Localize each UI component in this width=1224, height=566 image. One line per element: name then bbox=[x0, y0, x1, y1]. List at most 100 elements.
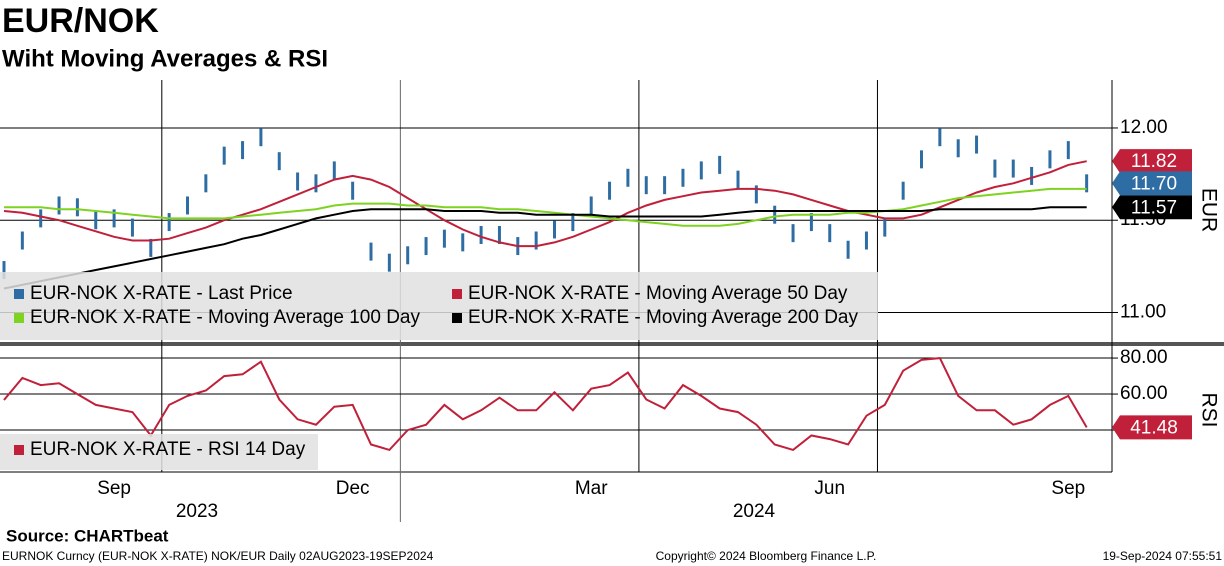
y-tick-label: 11.00 bbox=[1120, 301, 1166, 322]
legend-swatch bbox=[14, 313, 24, 323]
price-bar bbox=[681, 168, 685, 187]
legend-label: EUR-NOK X-RATE - Moving Average 100 Day bbox=[30, 307, 420, 328]
price-bar bbox=[222, 146, 226, 165]
price-bar bbox=[571, 213, 575, 232]
legend-swatch bbox=[14, 445, 24, 455]
last-value-label: 41.48 bbox=[1130, 417, 1178, 438]
price-bar bbox=[406, 246, 410, 265]
last-value-tag bbox=[1112, 171, 1192, 196]
price-bar bbox=[204, 174, 208, 193]
x-tick-label: Jun bbox=[814, 478, 845, 499]
price-bar bbox=[277, 152, 281, 171]
legend-label: EUR-NOK X-RATE - RSI 14 Day bbox=[30, 439, 306, 460]
last-value-tag bbox=[1112, 195, 1192, 220]
last-value-tag bbox=[1112, 149, 1192, 174]
price-bar bbox=[608, 181, 612, 200]
panel-divider bbox=[0, 342, 1224, 346]
price-bar bbox=[39, 209, 43, 228]
series-line bbox=[3, 206, 1087, 290]
price-bar bbox=[167, 213, 171, 232]
x-group-label: 2023 bbox=[176, 501, 218, 522]
x-tick-label: Dec bbox=[336, 478, 370, 499]
source: Source: CHARTbeat bbox=[6, 526, 169, 545]
price-bar bbox=[626, 168, 630, 187]
price-bar bbox=[186, 196, 189, 215]
price-bar bbox=[296, 172, 300, 191]
series-line bbox=[3, 160, 1087, 248]
price-bar bbox=[442, 229, 446, 248]
legend-box bbox=[0, 434, 318, 470]
price-bar bbox=[828, 224, 832, 243]
price-bar bbox=[993, 159, 997, 178]
price-bar bbox=[351, 181, 355, 200]
price-bar bbox=[387, 253, 391, 272]
price-bar bbox=[956, 139, 960, 158]
price-bar bbox=[663, 176, 667, 195]
legend-swatch bbox=[452, 313, 462, 323]
price-bar bbox=[534, 231, 538, 250]
legend-label: EUR-NOK X-RATE - Moving Average 50 Day bbox=[468, 283, 848, 304]
last-value-label: 11.82 bbox=[1131, 151, 1177, 172]
price-bar bbox=[736, 170, 740, 189]
price-bar bbox=[589, 196, 593, 215]
y-tick-label: 12.00 bbox=[1120, 117, 1168, 138]
price-bar bbox=[644, 176, 648, 195]
legend-box bbox=[0, 272, 878, 340]
price-bar bbox=[332, 161, 336, 180]
last-value-label: 11.70 bbox=[1131, 173, 1177, 194]
x-group-label: 2024 bbox=[733, 501, 776, 522]
x-tick-label: Sep bbox=[1051, 478, 1085, 499]
price-bar bbox=[149, 238, 153, 257]
price-bar bbox=[809, 213, 813, 232]
x-tick-label: Sep bbox=[97, 478, 131, 499]
price-bar bbox=[754, 185, 758, 204]
legend-swatch bbox=[14, 289, 24, 299]
price-bar bbox=[424, 237, 428, 256]
price-bar bbox=[975, 135, 979, 154]
last-value-label: 11.57 bbox=[1131, 197, 1177, 218]
price-bar bbox=[1066, 141, 1070, 160]
price-bar bbox=[497, 225, 501, 244]
chart-subtitle: Wiht Moving Averages & RSI bbox=[2, 45, 328, 72]
price-bar bbox=[773, 205, 777, 224]
price-bar bbox=[57, 196, 61, 215]
price-bar bbox=[864, 231, 868, 250]
price-bar bbox=[1085, 174, 1089, 193]
price-bar bbox=[20, 231, 24, 250]
price-bar bbox=[112, 209, 116, 228]
price-bar bbox=[901, 181, 905, 200]
price-bar bbox=[461, 233, 465, 252]
chart-title: EUR/NOK bbox=[2, 2, 159, 40]
price-bar bbox=[2, 261, 6, 280]
price-bar bbox=[883, 218, 887, 237]
price-bar bbox=[479, 225, 483, 244]
price-bar bbox=[938, 128, 942, 147]
last-value-tag bbox=[1112, 415, 1192, 440]
series-line bbox=[4, 187, 1087, 227]
price-bar bbox=[259, 128, 263, 147]
price-bar bbox=[241, 141, 245, 160]
price-bar bbox=[94, 211, 98, 230]
series-line bbox=[3, 357, 1088, 452]
price-bar bbox=[369, 242, 373, 261]
price-bar bbox=[920, 150, 923, 169]
price-bar bbox=[75, 198, 79, 217]
price-bar bbox=[1011, 159, 1015, 178]
price-bar bbox=[1030, 166, 1034, 185]
legend-swatch bbox=[452, 289, 462, 299]
footer-left: EURNOK Curncy (EUR-NOK X-RATE) NOK/EUR D… bbox=[2, 549, 434, 563]
footer-right: 19-Sep-2024 07:55:51 bbox=[1103, 549, 1223, 563]
y-tick-label: 60.00 bbox=[1120, 383, 1168, 404]
legend-label: EUR-NOK X-RATE - Moving Average 200 Day bbox=[468, 307, 858, 328]
legend-label: EUR-NOK X-RATE - Last Price bbox=[30, 283, 293, 304]
y-axis-label: EUR bbox=[1197, 188, 1220, 232]
price-bar bbox=[791, 224, 795, 243]
price-bar bbox=[314, 174, 318, 193]
price-bar bbox=[1048, 150, 1052, 169]
price-bar bbox=[846, 240, 850, 259]
x-tick-label: Mar bbox=[575, 478, 608, 499]
y-axis-label: RSI bbox=[1197, 392, 1220, 427]
price-bar bbox=[718, 155, 722, 174]
price-bar bbox=[553, 220, 556, 239]
